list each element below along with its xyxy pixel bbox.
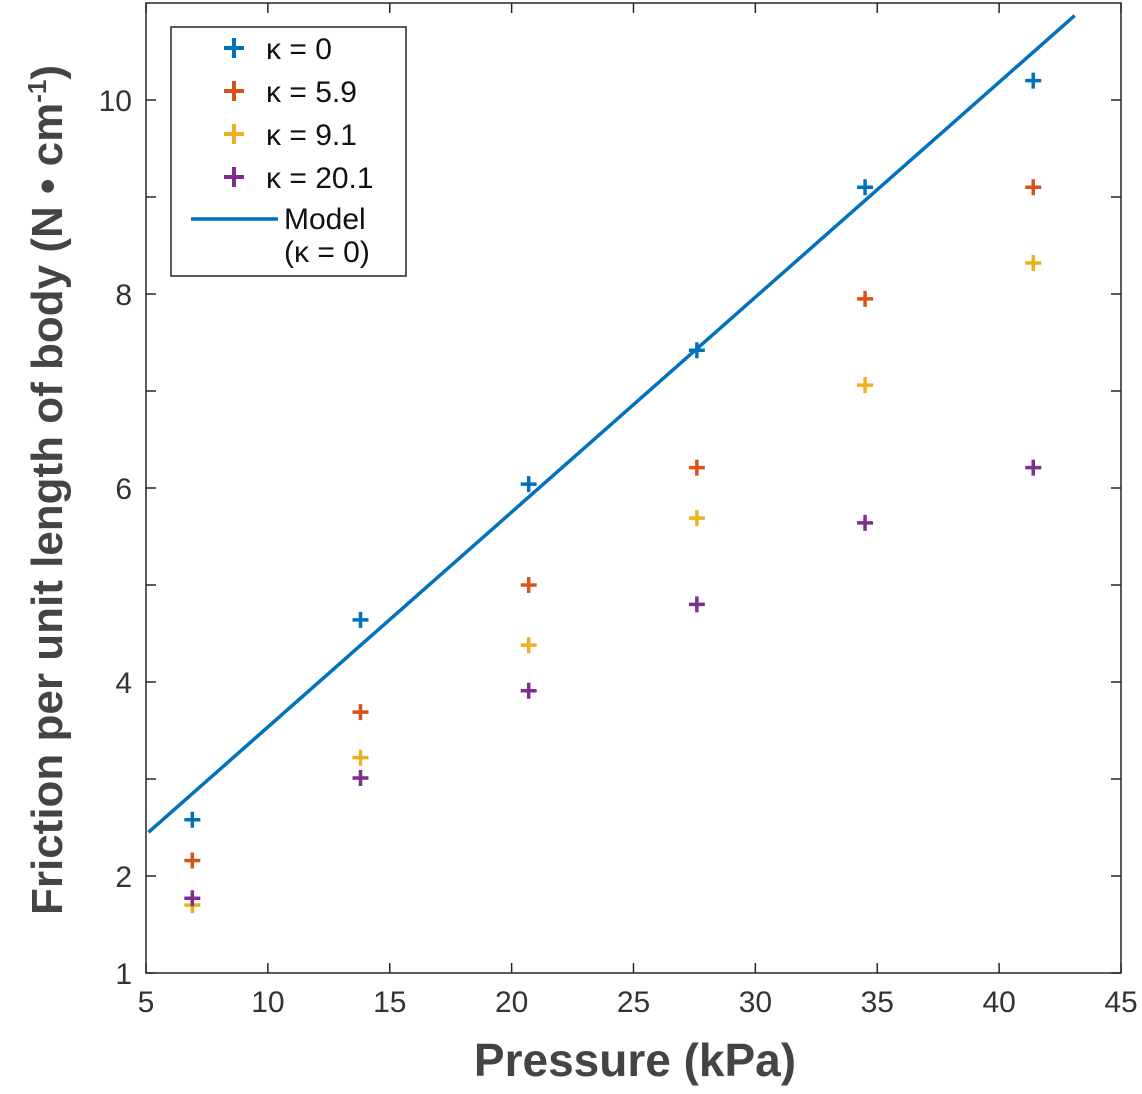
x-tick-label: 30 bbox=[739, 986, 772, 1019]
data-points bbox=[184, 72, 1042, 914]
data-point bbox=[1025, 179, 1042, 196]
data-point bbox=[688, 596, 705, 613]
y-axis-title-main: Friction per unit length of body (N • cm bbox=[23, 103, 72, 915]
data-point bbox=[1025, 254, 1042, 271]
legend-marker bbox=[224, 81, 244, 101]
y-tick-label: 8 bbox=[115, 279, 132, 312]
y-axis-title-close: ) bbox=[23, 65, 72, 80]
y-tick-label: 10 bbox=[99, 85, 132, 118]
data-point bbox=[688, 342, 705, 359]
data-point bbox=[857, 179, 874, 196]
y-tick-label: 1 bbox=[115, 958, 132, 991]
data-point bbox=[857, 377, 874, 394]
x-tick-label: 25 bbox=[617, 986, 650, 1019]
series-0 bbox=[184, 72, 1042, 828]
y-axis-ticks: 1 2 4 6 8 10 bbox=[99, 85, 1121, 991]
x-tick-label: 10 bbox=[251, 986, 284, 1019]
legend-label: κ = 0 bbox=[266, 33, 332, 66]
model-line bbox=[147, 14, 1076, 834]
x-tick-label: 35 bbox=[861, 986, 894, 1019]
data-point bbox=[688, 459, 705, 476]
legend-label: κ = 5.9 bbox=[266, 76, 357, 109]
data-point bbox=[520, 637, 537, 654]
x-tick-label: 40 bbox=[982, 986, 1015, 1019]
data-point bbox=[352, 611, 369, 628]
x-tick-label: 15 bbox=[373, 986, 406, 1019]
data-point bbox=[352, 749, 369, 766]
data-point bbox=[1025, 72, 1042, 89]
x-tick-label: 20 bbox=[495, 986, 528, 1019]
data-point bbox=[520, 577, 537, 593]
legend-marker bbox=[224, 38, 244, 58]
legend-label: κ = 20.1 bbox=[266, 162, 374, 195]
data-point bbox=[857, 514, 874, 531]
data-point bbox=[857, 290, 874, 307]
x-tick-label: 5 bbox=[138, 986, 155, 1019]
series-2 bbox=[184, 254, 1042, 914]
data-point bbox=[184, 852, 201, 869]
data-point bbox=[352, 704, 369, 721]
series-1 bbox=[184, 179, 1042, 869]
y-tick-label: 6 bbox=[115, 473, 132, 506]
data-point bbox=[1025, 459, 1042, 476]
x-tick-label: 45 bbox=[1104, 986, 1137, 1019]
data-point bbox=[184, 890, 201, 907]
x-axis-ticks: 5 10 15 20 25 30 35 40 45 bbox=[138, 3, 1138, 1019]
legend-marker bbox=[224, 167, 244, 187]
series-3 bbox=[184, 459, 1042, 907]
legend-model-sublabel: (κ = 0) bbox=[284, 236, 370, 269]
y-axis-title: Friction per unit length of body (N • cm… bbox=[22, 65, 72, 915]
x-axis-title: Pressure (kPa) bbox=[474, 1034, 796, 1086]
data-point bbox=[352, 770, 369, 787]
data-point bbox=[688, 510, 705, 527]
legend-box bbox=[170, 26, 407, 277]
data-point bbox=[520, 682, 537, 699]
y-tick-label: 2 bbox=[115, 861, 132, 894]
y-tick-label: 4 bbox=[115, 667, 132, 700]
legend-label: κ = 9.1 bbox=[266, 119, 357, 152]
legend-model-label: Model bbox=[284, 203, 366, 236]
data-point bbox=[184, 811, 201, 828]
model-layer bbox=[147, 14, 1076, 834]
legend-marker bbox=[224, 124, 244, 144]
legend: κ = 0 κ = 5.9 κ = 9.1 κ = 20.1 Model (κ = 0… bbox=[170, 26, 407, 277]
y-axis-title-superscript: -1 bbox=[22, 80, 52, 103]
data-point bbox=[520, 476, 537, 493]
